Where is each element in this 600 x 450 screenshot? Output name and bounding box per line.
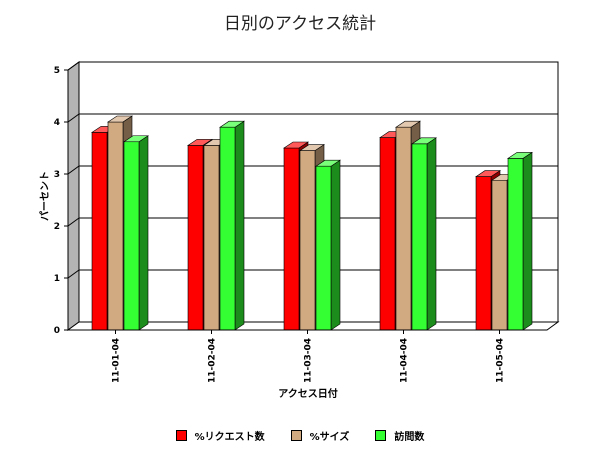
legend-label: %リクエスト数 bbox=[194, 432, 265, 443]
x-tick-label: 11-01-04 bbox=[112, 338, 122, 383]
x-tick-label: 11-04-04 bbox=[400, 338, 410, 383]
legend-item: %リクエスト数 bbox=[175, 428, 265, 443]
bar-front bbox=[507, 158, 524, 331]
x-tick-label: 11-05-04 bbox=[496, 338, 506, 383]
bar-front bbox=[491, 179, 508, 331]
bar-front bbox=[411, 143, 428, 331]
gridline-diag bbox=[67, 269, 80, 279]
legend-item: 訪問数 bbox=[375, 428, 424, 443]
bar-top bbox=[395, 120, 421, 128]
bar bbox=[123, 135, 149, 331]
bar bbox=[219, 120, 245, 331]
chart-title: 日別のアクセス統計 bbox=[224, 14, 376, 34]
gridline-diag bbox=[67, 113, 80, 123]
bars bbox=[91, 115, 533, 331]
bar-top bbox=[411, 137, 437, 145]
bar bbox=[315, 159, 341, 331]
bar-front bbox=[395, 126, 412, 331]
x-axis: 11-01-04 11-02-04 11-03-04 11-04-04 11-05-04 bbox=[68, 329, 547, 383]
gridline-diag bbox=[67, 217, 80, 227]
bar-top bbox=[219, 120, 245, 128]
gridline-diag bbox=[67, 61, 80, 71]
legend-label: %サイズ bbox=[309, 432, 350, 443]
bar-top bbox=[507, 152, 533, 159]
y-tick-label: 1 bbox=[54, 274, 60, 284]
legend-label: 訪問数 bbox=[394, 432, 425, 443]
bar-front bbox=[315, 165, 332, 331]
y-tick-label: 5 bbox=[54, 66, 60, 76]
bar-side bbox=[138, 135, 149, 331]
bar-top bbox=[315, 159, 341, 167]
x-tick-label: 11-03-04 bbox=[304, 338, 314, 383]
bar-front bbox=[203, 145, 220, 331]
y-tick-label: 3 bbox=[54, 170, 60, 180]
bar-side bbox=[234, 120, 245, 331]
legend-swatch bbox=[375, 430, 387, 441]
bar bbox=[507, 151, 533, 331]
y-tick-label: 4 bbox=[54, 118, 60, 128]
bar-top bbox=[187, 139, 213, 146]
bar-front bbox=[475, 176, 492, 331]
x-tick-label: 11-02-04 bbox=[208, 338, 218, 383]
bar-front bbox=[379, 137, 396, 331]
bar-side bbox=[330, 159, 341, 331]
bar-top bbox=[299, 144, 325, 151]
bar-top bbox=[283, 141, 309, 149]
y-axis: 0 1 2 3 4 5 bbox=[54, 66, 69, 336]
bar-side bbox=[522, 151, 533, 331]
bar-front bbox=[219, 126, 236, 331]
bar-top bbox=[475, 170, 501, 177]
bar-side bbox=[426, 137, 437, 331]
x-axis-label: アクセス日付 bbox=[278, 387, 338, 400]
bar bbox=[411, 137, 437, 331]
bar-front bbox=[299, 150, 316, 331]
bar-front bbox=[107, 121, 124, 331]
bar-top bbox=[107, 115, 133, 123]
y-tick-label: 0 bbox=[54, 326, 60, 336]
bar-top bbox=[123, 135, 149, 143]
y-tick-label: 2 bbox=[54, 222, 60, 232]
legend-item: %サイズ bbox=[290, 428, 350, 443]
bar-front bbox=[91, 132, 108, 331]
legend-swatch bbox=[290, 430, 302, 441]
legend-swatch bbox=[175, 430, 187, 441]
bar-front bbox=[187, 145, 204, 331]
bar-front bbox=[283, 147, 300, 331]
left-wall bbox=[67, 61, 80, 331]
legend: %リクエスト数 %サイズ 訪問数 bbox=[0, 428, 600, 443]
y-axis-label: パーセント bbox=[39, 171, 51, 221]
bar-front bbox=[123, 141, 140, 331]
gridline-diag bbox=[67, 165, 80, 175]
